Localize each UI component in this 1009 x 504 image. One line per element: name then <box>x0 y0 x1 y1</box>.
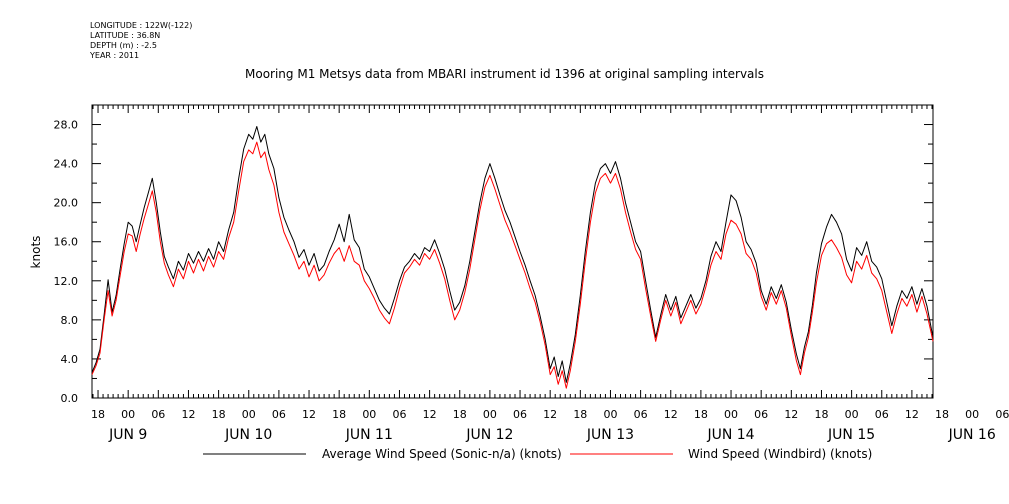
x-hour-label: 12 <box>905 408 919 421</box>
x-hour-label: 06 <box>513 408 527 421</box>
x-hour-label: 12 <box>181 408 195 421</box>
windbird-wind-speed-line <box>91 141 934 389</box>
y-tick-label: 8.0 <box>61 314 79 327</box>
x-hour-label: 12 <box>784 408 798 421</box>
x-day-label: JUN 9 <box>108 427 147 443</box>
x-hour-label: 00 <box>242 408 256 421</box>
x-day-label: JUN 14 <box>706 427 754 443</box>
x-hour-label: 00 <box>603 408 617 421</box>
y-tick-label: 20.0 <box>54 197 79 210</box>
legend-label-windbird: Wind Speed (Windbird) (knots) <box>688 447 872 461</box>
y-tick-label: 0.0 <box>61 392 79 405</box>
y-tick-label: 4.0 <box>61 353 79 366</box>
x-hour-label: 00 <box>483 408 497 421</box>
x-day-label: JUN 12 <box>465 427 513 443</box>
x-hour-label: 18 <box>573 408 587 421</box>
x-hour-label: 00 <box>121 408 135 421</box>
x-day-label: JUN 11 <box>345 427 393 443</box>
y-tick-label: 16.0 <box>54 236 79 249</box>
chart-title: Mooring M1 Metsys data from MBARI instru… <box>245 67 764 81</box>
x-hour-label: 12 <box>302 408 316 421</box>
plot-frame <box>91 104 934 399</box>
x-hour-label: 12 <box>543 408 557 421</box>
x-day-label: JUN 13 <box>586 427 634 443</box>
x-hour-label: 06 <box>151 408 165 421</box>
x-day-label: JUN 15 <box>827 427 875 443</box>
x-hour-label: 12 <box>664 408 678 421</box>
x-hour-label: 18 <box>814 408 828 421</box>
x-hour-label: 06 <box>272 408 286 421</box>
x-hour-label: 18 <box>332 408 346 421</box>
x-hour-label: 00 <box>845 408 859 421</box>
legend-label-sonic: Average Wind Speed (Sonic-n/a) (knots) <box>322 447 562 461</box>
x-hour-label: 06 <box>634 408 648 421</box>
year-label: YEAR : 2011 <box>90 51 140 60</box>
x-hour-label: 06 <box>754 408 768 421</box>
depth-label: DEPTH (m) : -2.5 <box>90 41 157 50</box>
x-tick-labels: 18 00 06 12 18 00 06 12 18 00 06 12 18 00 06 12 18 00 06 12… <box>91 408 1009 443</box>
metadata-block: LONGITUDE : 122W(-122) LATITUDE : 36.8N … <box>90 21 192 61</box>
legend: Average Wind Speed (Sonic-n/a) (knots) Wi… <box>203 447 872 461</box>
x-day-label: JUN 16 <box>948 427 996 443</box>
sonic-wind-speed-line <box>91 126 934 383</box>
x-hour-label: 18 <box>694 408 708 421</box>
latitude-label: LATITUDE : 36.8N <box>90 31 161 40</box>
x-hour-label: 00 <box>362 408 376 421</box>
x-hour-label: 00 <box>724 408 738 421</box>
longitude-label: LONGITUDE : 122W(-122) <box>90 21 193 30</box>
x-hour-label: 18 <box>453 408 467 421</box>
x-hour-label: 18 <box>935 408 949 421</box>
x-day-label: JUN 10 <box>224 427 272 443</box>
x-hour-label: 06 <box>392 408 406 421</box>
y-axis-label: knots <box>29 236 43 269</box>
series-lines <box>91 126 934 389</box>
y-tick-label: 12.0 <box>54 275 79 288</box>
x-hour-label: 18 <box>212 408 226 421</box>
x-hour-label: 18 <box>91 408 105 421</box>
x-hour-label: 06 <box>995 408 1009 421</box>
axis-ticks <box>92 104 933 399</box>
x-hour-label: 06 <box>875 408 889 421</box>
x-hour-label: 00 <box>965 408 979 421</box>
y-tick-label: 28.0 <box>54 119 79 132</box>
y-tick-label: 24.0 <box>54 158 79 171</box>
y-tick-labels: 0.0 4.0 8.0 12.0 16.0 20.0 24.0 28.0 <box>54 119 79 405</box>
x-hour-label: 12 <box>423 408 437 421</box>
